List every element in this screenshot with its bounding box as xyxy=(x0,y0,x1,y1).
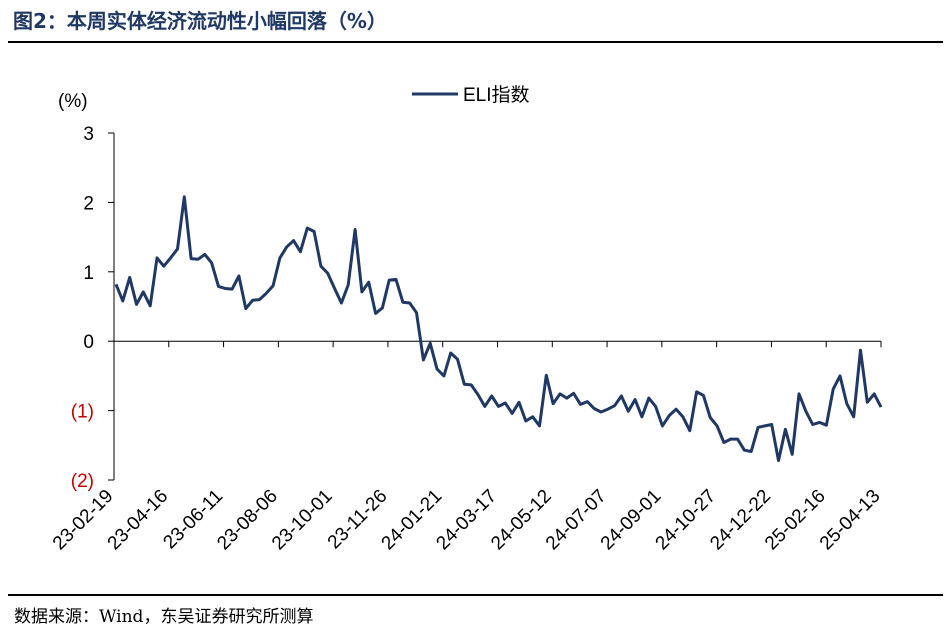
y-unit-label: (%) xyxy=(58,91,88,112)
y-tick-label: 3 xyxy=(83,124,94,145)
x-ticks-group: 23-02-1923-04-1623-06-1123-08-0623-10-01… xyxy=(49,341,885,554)
axes-group xyxy=(113,133,881,480)
legend-label: ELI指数 xyxy=(463,84,530,106)
legend: ELI指数 xyxy=(412,84,530,106)
series-line-0 xyxy=(114,195,883,463)
y-ticks-group: 3 2 1 0 (1) (2) xyxy=(71,124,114,492)
y-tick-label: 2 xyxy=(83,193,94,214)
y-tick-label: 1 xyxy=(83,263,94,284)
figure-title: 图2：本周实体经济流动性小幅回落（%） xyxy=(13,9,387,33)
x-tick-label: 23-04-16 xyxy=(104,486,173,555)
source-note: 数据来源：Wind，东吴证券研究所测算 xyxy=(14,607,314,627)
y-tick-label: (1) xyxy=(71,402,94,423)
x-tick-label: 25-04-13 xyxy=(816,486,885,555)
x-tick-label: 23-10-01 xyxy=(268,486,337,555)
series-group xyxy=(114,195,883,463)
top-rule xyxy=(8,41,943,43)
y-tick-label: 0 xyxy=(83,332,94,353)
y-tick-label: (2) xyxy=(71,471,94,492)
bottom-rule xyxy=(8,594,943,596)
